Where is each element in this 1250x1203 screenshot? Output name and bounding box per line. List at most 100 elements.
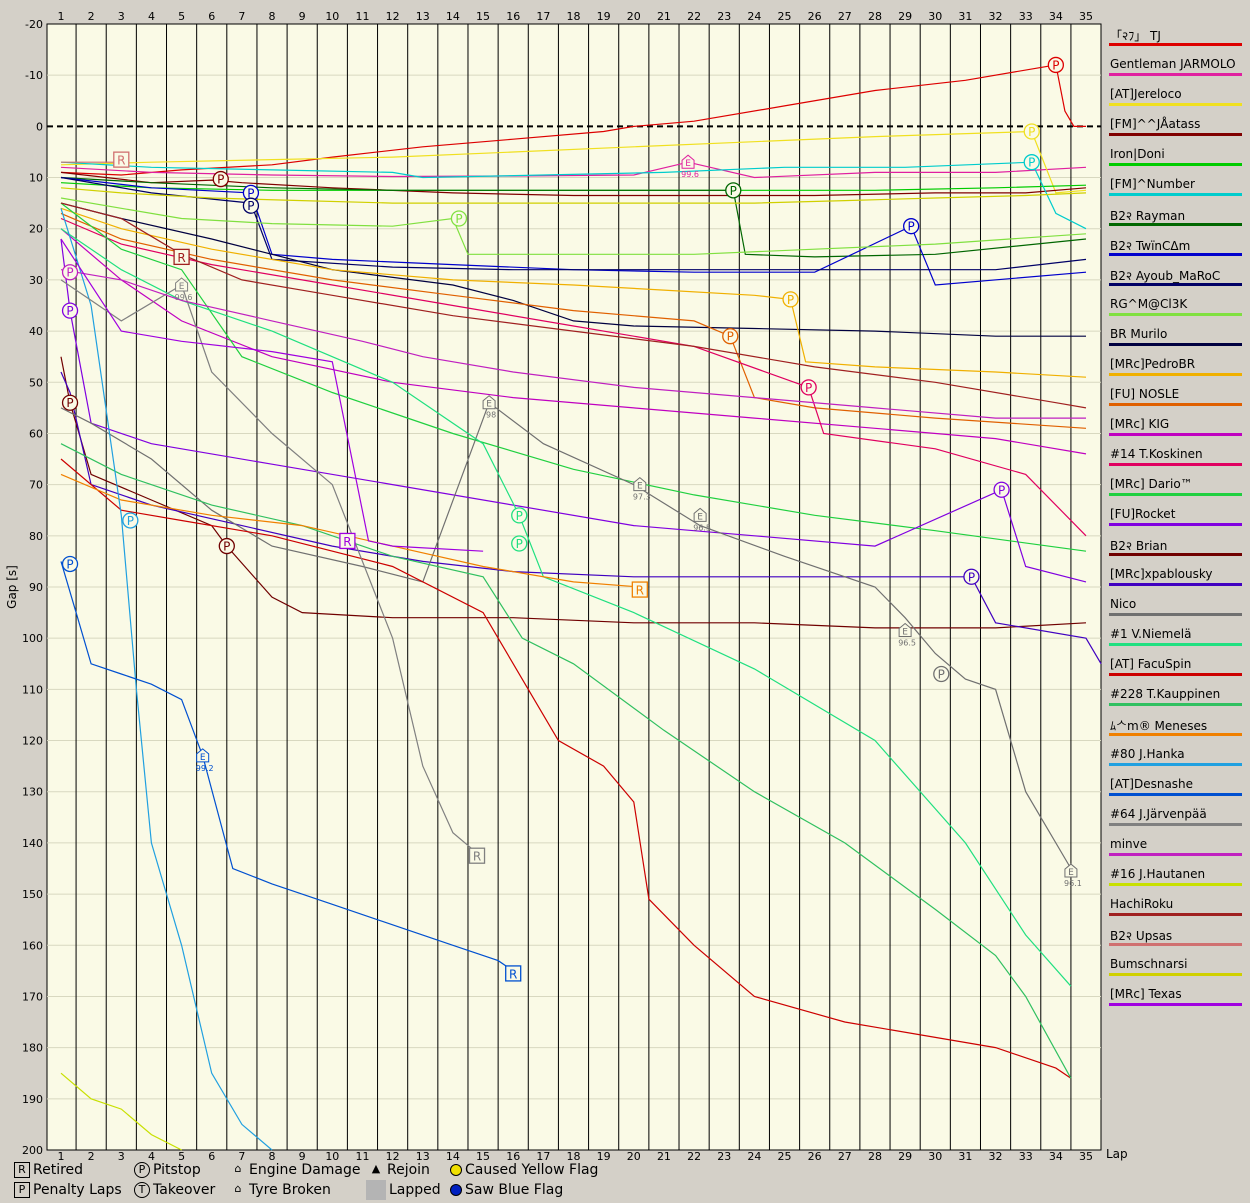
pitstop-icon-letter: P xyxy=(127,514,134,528)
yellow-flag-icon xyxy=(450,1164,462,1176)
x-tick-label: 29 xyxy=(898,1150,912,1163)
x-tick-label: 24 xyxy=(747,1150,761,1163)
x-tick-label-top: 1 xyxy=(58,10,65,23)
series-line xyxy=(60,458,1072,1079)
series-line xyxy=(60,207,1087,378)
y-tick-label: 150 xyxy=(22,888,43,901)
x-tick-label: 9 xyxy=(299,1150,306,1163)
pitstop-icon-letter: P xyxy=(66,396,73,410)
y-tick-label: -20 xyxy=(25,18,43,31)
retired-icon xyxy=(339,532,356,550)
series-line xyxy=(60,197,1087,255)
event-marker: P xyxy=(1023,123,1040,140)
engine-damage-lap-label: 96.1 xyxy=(1064,879,1082,888)
x-tick-label-top: 24 xyxy=(747,10,761,23)
legend-item-label: Iron|Doni xyxy=(1110,147,1165,161)
key-yellow-label: Caused Yellow Flag xyxy=(465,1162,599,1178)
event-marker: R xyxy=(505,965,522,982)
event-marker: P xyxy=(450,210,468,227)
y-tick-label: 120 xyxy=(22,735,43,748)
legend-item: [FU]Rocket xyxy=(1106,504,1246,534)
legend-item: B2२ Rayman xyxy=(1106,204,1246,234)
retired-icon-letter: R xyxy=(473,850,481,864)
x-tick-label-top: 20 xyxy=(627,10,641,23)
pitstop-icon xyxy=(1047,56,1065,74)
y-tick-label: -10 xyxy=(25,69,43,82)
y-tick-label: 110 xyxy=(22,683,43,696)
x-tick-label-top: 11 xyxy=(355,10,369,23)
x-tick-label: 14 xyxy=(446,1150,460,1163)
legend-item-swatch xyxy=(1109,613,1242,616)
retired-icon-letter: R xyxy=(343,535,351,549)
y-tick-label: 100 xyxy=(22,632,43,645)
event-marker: E96.5 xyxy=(693,507,711,532)
engine-damage-icon xyxy=(633,476,647,492)
legend-item-label: #64 J.Järvenpää xyxy=(1110,807,1207,821)
y-tick-label: 0 xyxy=(36,120,43,133)
pitstop-icon xyxy=(782,291,799,308)
engine-damage-lap-label: 97.3 xyxy=(633,493,651,502)
x-tick-label-top: 32 xyxy=(989,10,1003,23)
x-tick-label-top: 19 xyxy=(597,10,611,23)
x-tick-label-top: 6 xyxy=(208,10,215,23)
pitstop-icon-letter: P xyxy=(217,173,224,187)
retired-icon-letter: R xyxy=(117,154,125,168)
series-line xyxy=(60,130,1087,194)
legend-item-label: #228 T.Kauppinen xyxy=(1110,687,1221,701)
key-yellow: Caused Yellow Flag xyxy=(450,1162,598,1182)
x-tick-label: 34 xyxy=(1049,1150,1063,1163)
y-tick-label: 180 xyxy=(22,1042,43,1055)
x-tick-label-top: 17 xyxy=(536,10,550,23)
legend-item: Gentleman JARMOLO xyxy=(1106,54,1246,84)
event-marker: R xyxy=(339,532,356,550)
event-marker: E99.6 xyxy=(681,154,699,179)
pitstop-icon-letter: P xyxy=(968,570,975,584)
pitstop-icon xyxy=(242,197,260,214)
event-marker: P xyxy=(1047,56,1065,74)
event-marker: P xyxy=(61,302,79,319)
pitstop-icon-letter: P xyxy=(247,199,254,213)
legend-item-swatch xyxy=(1109,1003,1242,1006)
legend-item-label: #14 T.Koskinen xyxy=(1110,447,1203,461)
event-marker: E98 xyxy=(482,395,496,420)
series-line xyxy=(60,176,1087,271)
legend-item-label: [FU] NOSLE xyxy=(1110,387,1180,401)
engine-damage-icon xyxy=(693,507,707,522)
x-tick-label: 20 xyxy=(627,1150,641,1163)
engine-damage-icon-letter: E xyxy=(1068,868,1074,878)
penalty-icon: P xyxy=(14,1182,30,1198)
pitstop-icon xyxy=(450,210,468,227)
legend-item: [MRc] Dario™ xyxy=(1106,474,1246,504)
legend-item-label: [AT] FacuSpin xyxy=(1110,657,1192,671)
legend-item-label: B2२ Rayman xyxy=(1110,209,1186,223)
legend-item-swatch xyxy=(1109,43,1242,46)
x-tick-label-top: 27 xyxy=(838,10,852,23)
y-tick-label: 70 xyxy=(29,479,43,492)
legend-item-label: ﾑᄉm® Meneses xyxy=(1110,719,1208,733)
x-tick-label-top: 34 xyxy=(1049,10,1063,23)
pitstop-icon-letter: P xyxy=(1028,125,1035,139)
key-rejoin-label: Rejoin xyxy=(387,1162,430,1178)
engine-damage-icon xyxy=(898,622,912,638)
series-line xyxy=(60,176,1087,258)
pitstop-icon-letter: P xyxy=(727,330,734,344)
legend-item: Nico xyxy=(1106,594,1246,624)
legend-item-label: Bumschnarsi xyxy=(1110,957,1188,971)
legend-item-swatch xyxy=(1109,823,1242,826)
legend-item-label: BR Murilo xyxy=(1110,327,1168,341)
x-tick-label-top: 18 xyxy=(567,10,581,23)
y-tick-label: 90 xyxy=(29,581,43,594)
engine-damage-icon xyxy=(196,748,210,763)
pitstop-icon xyxy=(1023,123,1040,140)
tyre-broken-icon: ⌂ xyxy=(234,1182,242,1195)
pitstop-icon-letter: P xyxy=(908,220,915,234)
legend-item-label: RG^M@Cl3K xyxy=(1110,297,1188,311)
x-tick-label: 4 xyxy=(148,1150,155,1163)
retired-icon xyxy=(468,847,486,864)
y-tick-label: 20 xyxy=(29,223,43,236)
legend-item-label: [MRc]PedroBR xyxy=(1110,357,1196,371)
event-marker: E99.6 xyxy=(175,277,192,302)
legend-item-label: B2२ Upsas xyxy=(1110,929,1173,943)
engine-damage-lap-label: 98 xyxy=(486,411,496,420)
